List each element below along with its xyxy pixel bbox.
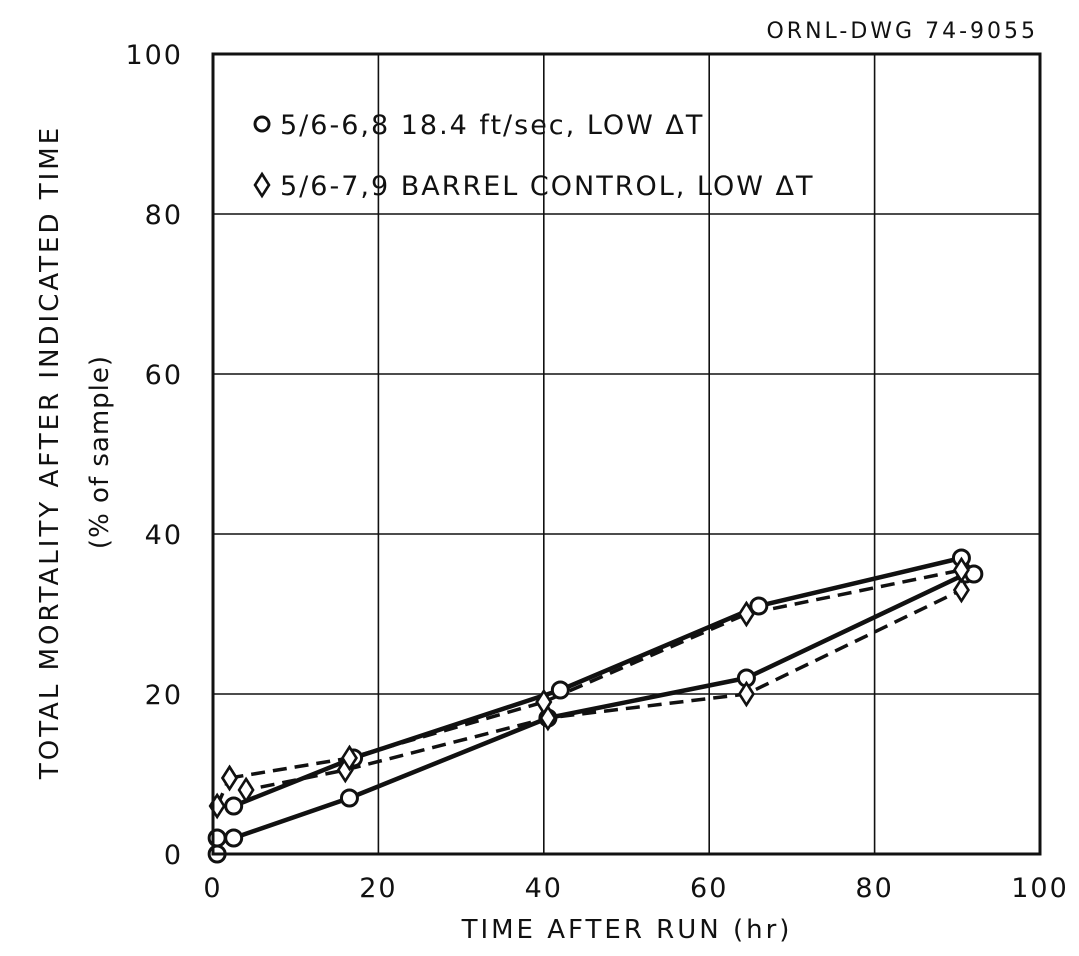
data-markers xyxy=(207,548,984,864)
x-tick-label-4: 80 xyxy=(855,873,893,904)
circle-point-0-2 xyxy=(224,828,244,848)
circle-point-1-2 xyxy=(550,680,570,700)
y-tick-label-0: 0 xyxy=(164,840,183,871)
drawing-number: ORNL-DWG 74-9055 xyxy=(766,19,1038,44)
diamond-point-2-5 xyxy=(737,680,755,708)
plot-frame xyxy=(211,52,1042,856)
x-tick-label-1: 20 xyxy=(359,873,397,904)
x-tick-label-2: 40 xyxy=(525,873,563,904)
circle-point-1-0 xyxy=(224,796,244,816)
y-tick-label-5: 100 xyxy=(125,40,183,71)
y-axis-subtitle: (% of sample) xyxy=(85,355,115,549)
series-line-3 xyxy=(229,568,962,780)
circle-point-1-3 xyxy=(749,596,769,616)
diamond-point-3-0 xyxy=(220,764,239,792)
y-tick-label-1: 20 xyxy=(145,680,183,711)
tick-labels: 0 20 40 60 80 100 0 20 40 60 80 100 xyxy=(125,40,1069,904)
legend-diamond-icon xyxy=(253,171,271,199)
x-axis-title: TIME AFTER RUN (hr) xyxy=(461,915,793,945)
x-tick-label-5: 100 xyxy=(1011,873,1069,904)
y-tick-label-3: 60 xyxy=(145,360,183,391)
grid xyxy=(213,54,1040,854)
legend-entry-0: 5/6-6,8 18.4 ft/sec, LOW ΔT xyxy=(280,110,704,141)
diamond-point-3-1 xyxy=(340,744,358,772)
legend: 5/6-6,8 18.4 ft/sec, LOW ΔT 5/6-7,9 BARR… xyxy=(253,110,815,202)
y-axis-title: TOTAL MORTALITY AFTER INDICATED TIME xyxy=(35,125,65,780)
circle-point-0-3 xyxy=(339,788,359,808)
x-tick-label-3: 60 xyxy=(690,873,728,904)
x-tick-label-0: 0 xyxy=(203,873,222,904)
diamond-point-3-2 xyxy=(535,688,553,716)
y-tick-label-2: 40 xyxy=(145,520,183,551)
diamond-point-3-4 xyxy=(952,556,970,584)
diamond-point-2-2 xyxy=(237,776,255,804)
legend-circle-icon xyxy=(253,115,271,133)
legend-entry-1: 5/6-7,9 BARREL CONTROL, LOW ΔT xyxy=(280,171,815,202)
diamond-point-2-6 xyxy=(952,576,970,604)
series-lines xyxy=(214,555,977,857)
series-line-2 xyxy=(215,588,963,807)
diamond-point-3-3 xyxy=(737,600,755,628)
y-tick-label-4: 80 xyxy=(145,200,183,231)
